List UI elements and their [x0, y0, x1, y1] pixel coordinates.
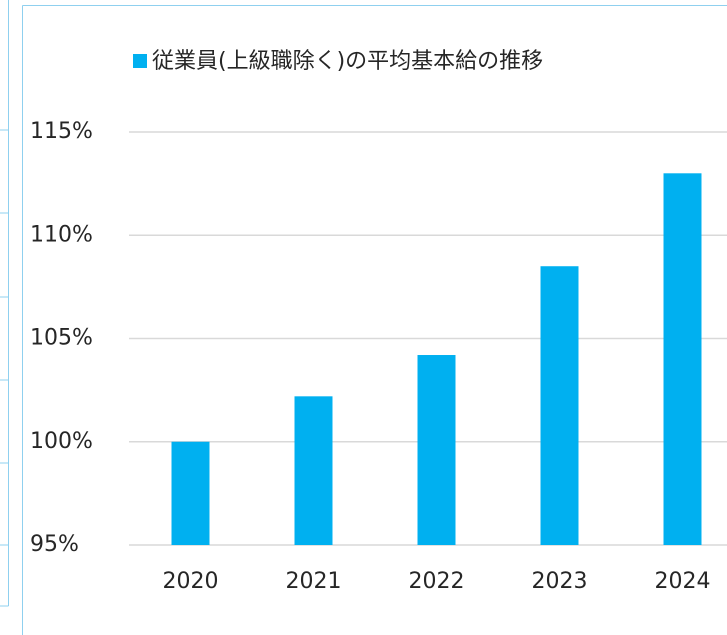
x-tick-label: 2023: [532, 569, 588, 594]
legend-label: 従業員(上級職除く)の平均基本給の推移: [152, 49, 543, 74]
x-tick-label: 2020: [163, 569, 219, 594]
bar: [417, 355, 456, 545]
y-tick-label: 115%: [30, 119, 93, 144]
y-tick-label: 95%: [30, 532, 79, 557]
x-tick-label: 2024: [655, 569, 711, 594]
legend-swatch: [133, 54, 147, 68]
bar: [540, 266, 579, 545]
bar: [171, 441, 210, 545]
x-tick-label: 2022: [409, 569, 465, 594]
bar: [294, 396, 333, 545]
x-tick-label: 2021: [286, 569, 342, 594]
bar: [663, 173, 702, 546]
y-tick-label: 110%: [30, 222, 93, 247]
y-tick-label: 105%: [30, 326, 93, 351]
y-tick-label: 100%: [30, 429, 93, 454]
